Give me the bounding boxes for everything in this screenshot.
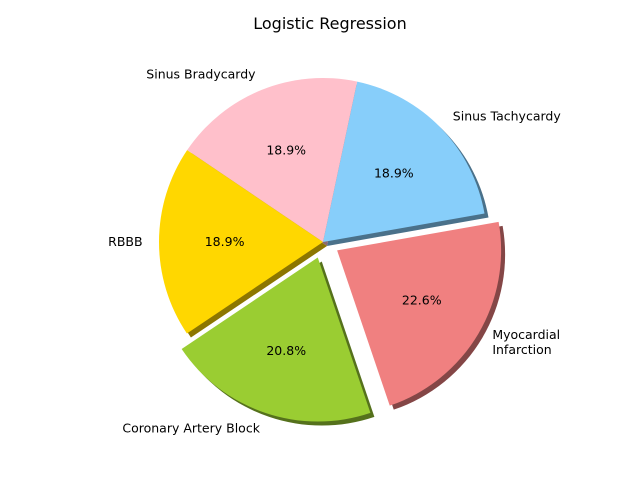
- slice-labels: 18.9% Sinus Tachycardy 18.9% Sinus Bradycar…: [108, 67, 561, 436]
- pie-slice-coronary-artery-block: [181, 257, 371, 422]
- category-label-sinus-bradycardy: Sinus Bradycardy: [146, 67, 256, 82]
- pct-label-sinus-tachycardy: 18.9%: [374, 166, 414, 181]
- pie-slice-sinus-tachycardy: [323, 81, 485, 242]
- pie-slice-sinus-bradycardy: [187, 78, 358, 242]
- pct-label-sinus-bradycardy: 18.9%: [266, 143, 306, 158]
- pie-slice-myocardial-infarction: [337, 221, 502, 406]
- pct-label-myocardial-infarction: 22.6%: [402, 293, 442, 308]
- category-label-rbbb: RBBB: [108, 234, 142, 249]
- category-label-coronary-artery-block: Coronary Artery Block: [122, 420, 260, 435]
- pie-slice-rbbb: [159, 150, 323, 334]
- pie-slices: [159, 78, 502, 422]
- pct-label-coronary-artery-block: 20.8%: [266, 343, 306, 358]
- pct-label-rbbb: 18.9%: [205, 234, 245, 249]
- chart-title: Logistic Regression: [253, 14, 406, 33]
- category-label-myocardial-infarction: Myocardial Infarction: [492, 327, 560, 357]
- category-label-sinus-tachycardy: Sinus Tachycardy: [453, 109, 562, 124]
